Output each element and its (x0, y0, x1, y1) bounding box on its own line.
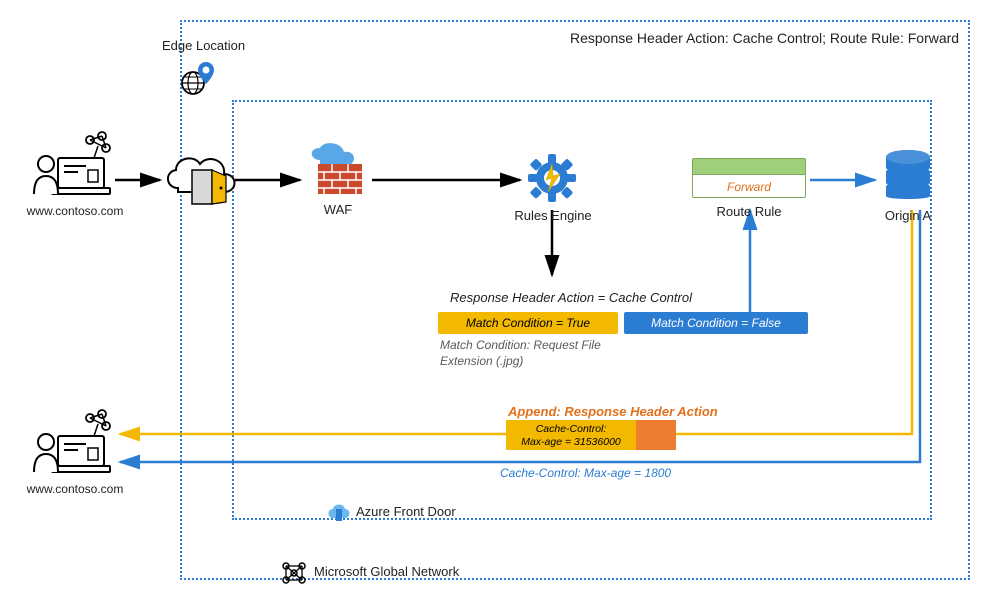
rules-engine-label: Rules Engine (510, 208, 596, 223)
match-cond-note: Match Condition: Request File Extension … (440, 338, 601, 369)
client-top-url: www.contoso.com (20, 204, 130, 218)
afd-label: Azure Front Door (356, 504, 456, 519)
match-true-pill: Match Condition = True (438, 312, 618, 334)
route-rule-forward: Forward (692, 174, 806, 198)
waf-label: WAF (310, 202, 366, 217)
waf-icon (304, 142, 374, 202)
cloud-door-icon (158, 144, 248, 214)
cache-yellow-l1: Cache-Control: (536, 423, 607, 435)
origin-db-icon (882, 148, 934, 204)
mgn-label: Microsoft Global Network (314, 564, 459, 579)
resp-header-action-label: Response Header Action = Cache Control (450, 290, 692, 305)
client-icon-top (28, 130, 118, 200)
match-true-text: Match Condition = True (466, 316, 590, 330)
rules-engine-icon (522, 150, 582, 206)
globe-pin-icon (178, 58, 218, 98)
client-icon-bottom (28, 408, 118, 478)
afd-icon (326, 500, 352, 524)
match-false-text: Match Condition = False (651, 316, 781, 330)
append-title: Append: Response Header Action (508, 404, 718, 419)
route-rule-label: Route Rule (706, 204, 792, 219)
mgn-icon (280, 560, 308, 586)
route-rule-box: Forward (692, 158, 806, 198)
origin-a-label: Origin A (876, 208, 940, 223)
cache-yellow-l2: Max-age = 31536000 (521, 436, 621, 448)
cache-control-box: Cache-Control: Max-age = 31536000 (506, 420, 676, 450)
cache-control-blue-label: Cache-Control: Max-age = 1800 (500, 466, 671, 480)
client-bottom-url: www.contoso.com (20, 482, 130, 496)
match-false-pill: Match Condition = False (624, 312, 808, 334)
